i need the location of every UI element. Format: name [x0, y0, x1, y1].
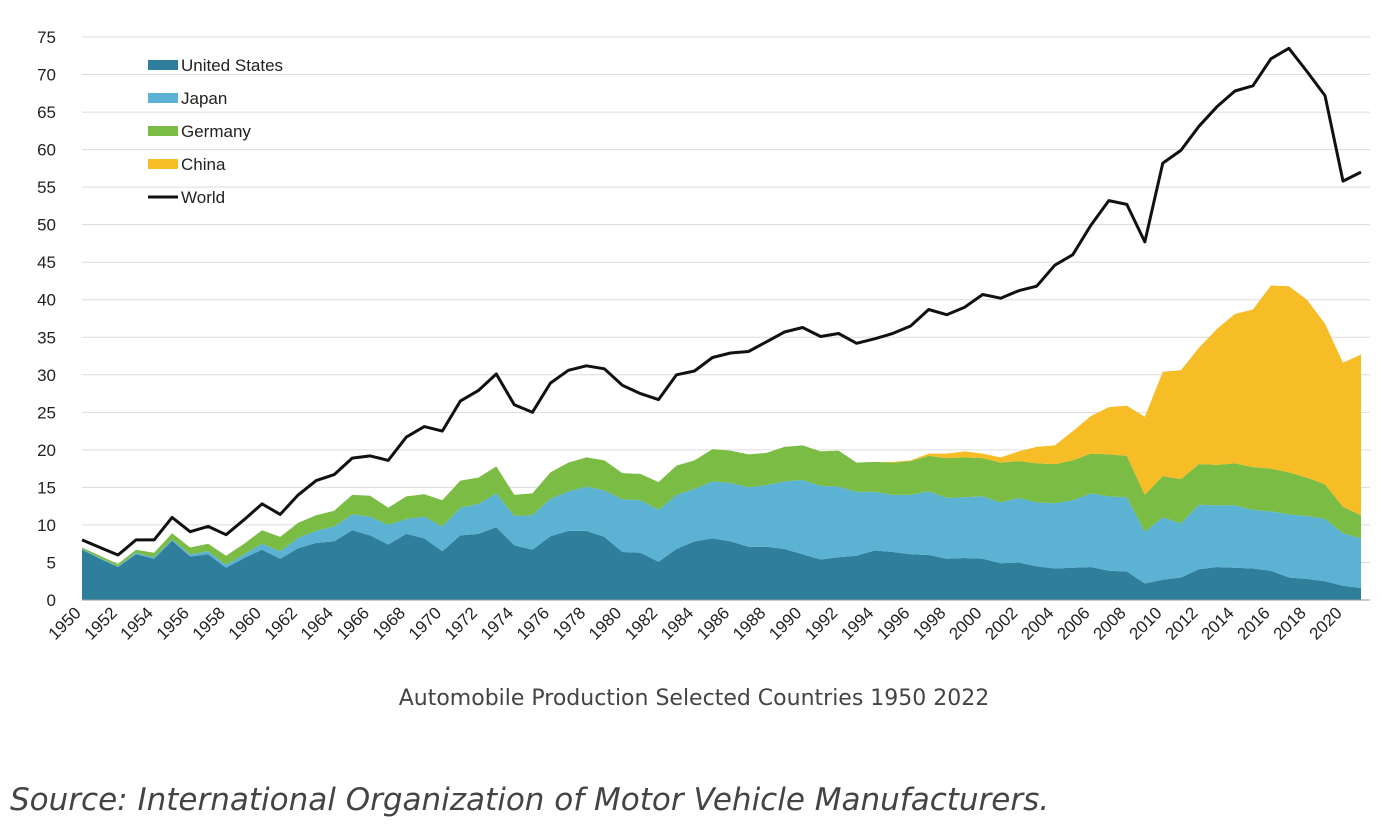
x-tick-label: 1960	[225, 603, 265, 643]
x-tick-label: 2010	[1125, 603, 1165, 643]
y-tick-label: 40	[37, 291, 56, 310]
legend: United States Japan Germany China World	[148, 56, 283, 207]
x-tick-label: 1978	[549, 603, 589, 643]
y-tick-label: 50	[37, 216, 56, 235]
x-tick-label: 1982	[621, 603, 661, 643]
legend-label-united-states: United States	[181, 56, 283, 75]
x-tick-label: 1980	[585, 603, 625, 643]
y-tick-label: 10	[37, 516, 56, 535]
x-tick-label: 2020	[1306, 603, 1346, 643]
gridlines	[82, 36, 1370, 563]
x-tick-label: 2012	[1162, 603, 1202, 643]
legend-label-china: China	[181, 155, 226, 174]
y-tick-label: 55	[37, 178, 56, 197]
x-tick-label: 2000	[945, 603, 985, 643]
x-tick-label: 1954	[117, 603, 157, 643]
x-tick-label: 1988	[729, 603, 769, 643]
x-tick-label: 1994	[837, 603, 877, 643]
x-tick-label: 2006	[1053, 603, 1093, 643]
area-united-states	[82, 527, 1361, 600]
legend-swatch-china	[148, 159, 178, 169]
y-tick-label: 65	[37, 103, 56, 122]
legend-label-world: World	[181, 188, 225, 207]
area-germany	[82, 445, 1361, 567]
y-tick-label: 60	[37, 141, 56, 160]
x-tick-label: 1952	[81, 603, 121, 643]
y-axis-ticks: 0 5 10 15 20 25 30 35 40 45 50 55 60 65 70 75	[37, 28, 56, 610]
x-tick-label: 2014	[1198, 603, 1238, 643]
x-tick-label: 1968	[369, 603, 409, 643]
y-tick-label: 35	[37, 328, 56, 347]
x-tick-label: 1990	[765, 603, 805, 643]
x-tick-label: 1956	[153, 603, 193, 643]
x-tick-label: 1972	[441, 603, 481, 643]
x-tick-label: 2018	[1270, 603, 1310, 643]
y-tick-label: 15	[37, 478, 56, 497]
stacked-areas	[82, 285, 1361, 600]
legend-label-japan: Japan	[181, 89, 227, 108]
legend-swatch-united-states	[148, 60, 178, 70]
chart: 0 5 10 15 20 25 30 35 40 45 50 55 60 65 70 75 195019521…	[37, 28, 1370, 644]
legend-label-germany: Germany	[181, 122, 251, 141]
y-tick-label: 45	[37, 253, 56, 272]
area-china	[82, 285, 1361, 564]
world-line-layer	[81, 46, 1362, 557]
y-tick-label: 30	[37, 366, 56, 385]
area-japan	[82, 479, 1361, 588]
y-tick-label: 0	[47, 591, 56, 610]
x-tick-label: 1962	[261, 603, 301, 643]
line-world	[81, 46, 1362, 557]
x-tick-label: 1970	[405, 603, 445, 643]
x-axis-ticks: 1950195219541956195819601962196419661968…	[45, 603, 1346, 643]
x-tick-label: 1958	[189, 603, 229, 643]
x-tick-label: 2002	[981, 603, 1021, 643]
x-tick-label: 1976	[513, 603, 553, 643]
x-tick-label: 1964	[297, 603, 337, 643]
y-tick-label: 25	[37, 403, 56, 422]
x-tick-label: 2004	[1017, 603, 1057, 643]
x-tick-label: 1996	[873, 603, 913, 643]
x-tick-label: 1984	[657, 603, 697, 643]
x-tick-label: 2008	[1089, 603, 1129, 643]
source-note: Source: International Organization of Mo…	[10, 782, 1050, 818]
y-tick-label: 20	[37, 441, 56, 460]
x-tick-label: 1966	[333, 603, 373, 643]
x-tick-label: 1986	[693, 603, 733, 643]
x-tick-label: 1992	[801, 603, 841, 643]
y-tick-label: 75	[37, 28, 56, 47]
x-tick-label: 1974	[477, 603, 517, 643]
y-tick-label: 70	[37, 66, 56, 85]
legend-swatch-germany	[148, 126, 178, 136]
x-tick-label: 1998	[909, 603, 949, 643]
legend-swatch-japan	[148, 93, 178, 103]
x-tick-label: 2016	[1234, 603, 1274, 643]
chart-title: Automobile Production Selected Countries…	[398, 686, 990, 711]
y-tick-label: 5	[47, 553, 56, 572]
